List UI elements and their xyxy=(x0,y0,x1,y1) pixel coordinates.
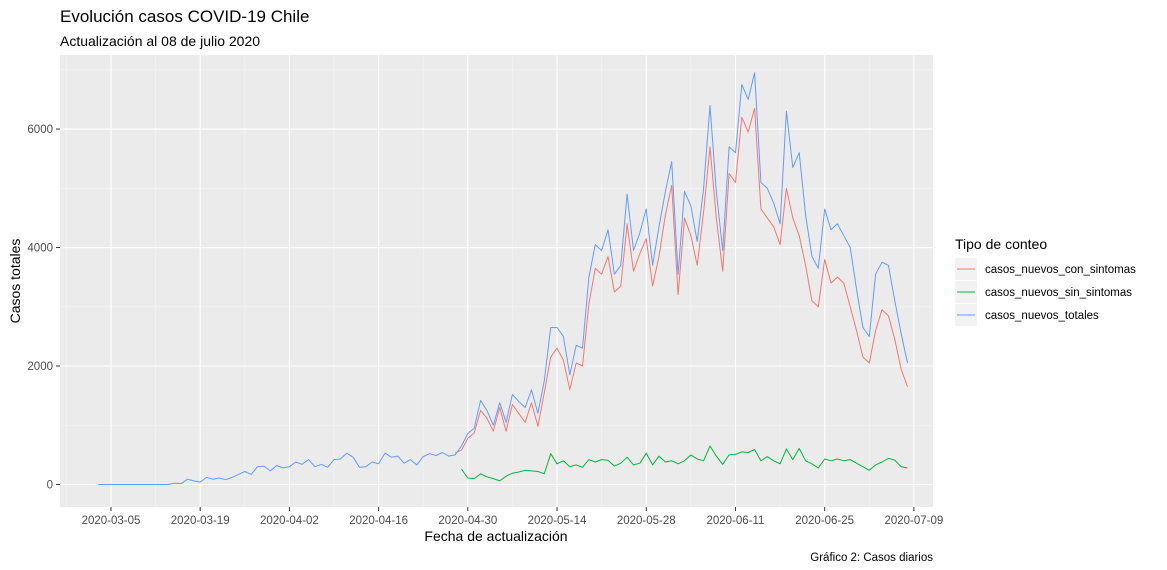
x-tick-label: 2020-03-19 xyxy=(171,515,230,527)
legend-title: Tipo de conteo xyxy=(955,236,1047,252)
grid-major xyxy=(60,55,933,507)
legend-label: casos_nuevos_sin_sintomas xyxy=(985,287,1132,299)
x-tick-label: 2020-05-14 xyxy=(528,515,587,527)
y-tick-label: 6000 xyxy=(27,124,53,136)
legend: Tipo de conteo casos_nuevos_con_sintomas… xyxy=(955,236,1136,326)
y-tick-label: 0 xyxy=(47,479,53,491)
chart-subtitle: Actualización al 08 de julio 2020 xyxy=(60,33,260,49)
y-tick-label: 4000 xyxy=(27,243,53,255)
x-axis-title: Fecha de actualización xyxy=(424,528,567,544)
x-tick-label: 2020-07-09 xyxy=(884,515,943,527)
series-line-casos-nuevos-totales xyxy=(98,72,908,485)
grid-minor xyxy=(60,55,933,507)
x-tick-label: 2020-06-25 xyxy=(795,515,854,527)
chart-caption: Gráfico 2: Casos diarios xyxy=(810,552,933,564)
x-tick-label: 2020-04-16 xyxy=(349,515,408,527)
x-tick-label: 2020-05-28 xyxy=(617,515,676,527)
series-lines xyxy=(98,72,908,485)
x-tick-label: 2020-04-30 xyxy=(438,515,497,527)
chart-title: Evolución casos COVID-19 Chile xyxy=(60,7,309,26)
legend-label: casos_nuevos_con_sintomas xyxy=(985,264,1136,276)
y-tick-label: 2000 xyxy=(27,361,53,373)
plot-panel xyxy=(60,55,933,507)
x-axis: 2020-03-05 2020-03-19 2020-04-02 2020-04-16… xyxy=(82,507,943,527)
y-axis-title: Casos totales xyxy=(7,239,23,324)
series-line-casos-nuevos-sin-sintomas xyxy=(461,445,908,482)
x-tick-label: 2020-06-11 xyxy=(706,515,764,527)
x-tick-label: 2020-03-05 xyxy=(82,515,141,527)
x-tick-label: 2020-04-02 xyxy=(260,515,319,527)
legend-label: casos_nuevos_totales xyxy=(985,310,1099,322)
series-line-casos-nuevos-con-sintomas xyxy=(454,107,908,454)
y-axis: 0 2000 4000 6000 xyxy=(27,124,60,491)
